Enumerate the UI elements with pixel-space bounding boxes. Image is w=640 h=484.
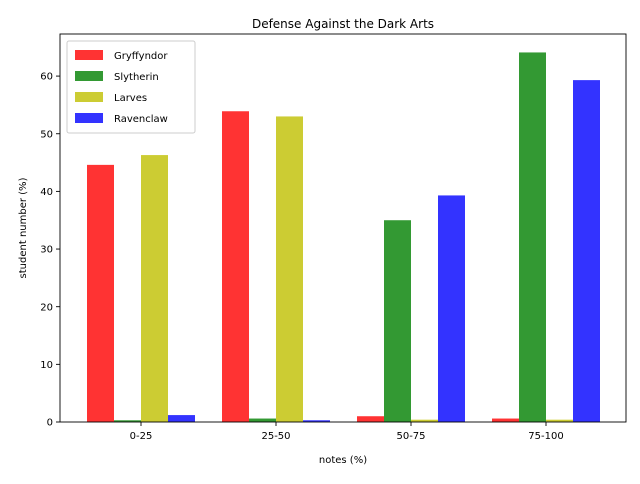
legend: Gryffyndor Slytherin Larves Ravenclaw: [66, 40, 196, 134]
bars: [87, 52, 600, 423]
bar-larves-50-75: [411, 419, 438, 422]
legend-swatch-larves: [75, 92, 103, 102]
chart-title: Defense Against the Dark Arts: [252, 17, 434, 31]
bar-ravenclaw-75-100: [573, 80, 600, 423]
bar-gryffyndor-75-100: [492, 418, 519, 422]
legend-swatch-slytherin: [75, 71, 103, 81]
bar-slytherin-50-75: [384, 220, 411, 422]
bar-gryffyndor-0-25: [87, 164, 114, 422]
legend-label-slytherin: Slytherin: [114, 72, 159, 83]
bar-gryffyndor-25-50: [222, 111, 249, 422]
bar-larves-75-100: [546, 419, 573, 422]
bar-gryffyndor-50-75: [357, 416, 384, 422]
bar-slytherin-75-100: [519, 52, 546, 423]
x-tick-label: 50-75: [396, 431, 425, 442]
bar-ravenclaw-50-75: [438, 195, 465, 422]
legend-box: [66, 40, 196, 134]
y-tick-label: 20: [40, 302, 53, 313]
bar-larves-25-50: [276, 116, 303, 422]
y-tick-label: 60: [40, 72, 53, 83]
legend-swatch-gryffyndor: [75, 50, 103, 60]
y-axis-label: student number (%): [18, 177, 29, 278]
bar-ravenclaw-25-50: [303, 420, 330, 422]
legend-swatch-ravenclaw: [75, 113, 103, 123]
x-tick-label: 25-50: [261, 431, 290, 442]
y-tick-label: 30: [40, 245, 53, 256]
axes: 0 10 20 30 40 50 60 0-25 25-50 50-75 75-100: [40, 33, 627, 442]
y-tick-label: 50: [40, 129, 53, 140]
x-tick-label: 0-25: [130, 431, 153, 442]
x-axis-label: notes (%): [319, 455, 367, 466]
legend-label-larves: Larves: [114, 93, 147, 104]
y-tick-label: 40: [40, 187, 53, 198]
y-tick-label: 10: [40, 360, 53, 371]
x-tick-label: 75-100: [528, 431, 563, 442]
y-tick-label: 0: [47, 418, 53, 429]
bar-larves-0-25: [141, 155, 168, 423]
plot-frame: [59, 33, 627, 423]
legend-label-ravenclaw: Ravenclaw: [114, 114, 168, 125]
bar-slytherin-25-50: [249, 418, 276, 422]
bar-ravenclaw-0-25: [168, 415, 195, 422]
legend-label-gryffyndor: Gryffyndor: [114, 51, 168, 62]
bar-slytherin-0-25: [114, 420, 141, 422]
